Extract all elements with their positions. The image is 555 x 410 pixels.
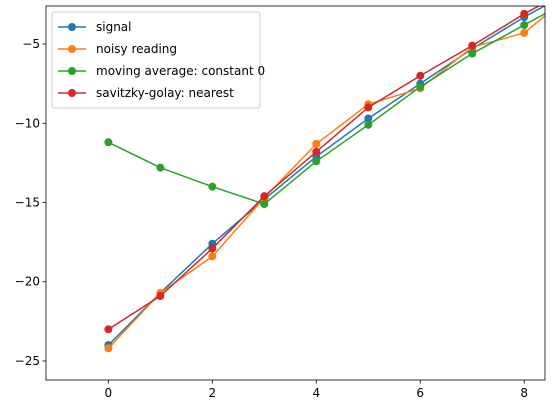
data-point (312, 140, 320, 148)
legend-marker (68, 89, 76, 97)
x-axis: 0 2 4 6 8 (105, 380, 528, 400)
data-point (312, 148, 320, 156)
y-tick-label: −15 (15, 196, 40, 210)
data-point (520, 10, 528, 18)
x-tick-label: 2 (209, 386, 217, 400)
data-point (312, 157, 320, 165)
data-point (520, 21, 528, 29)
legend-label: savitzky-golay: nearest (96, 86, 234, 100)
data-point (364, 121, 372, 129)
legend-label: signal (96, 20, 132, 34)
data-point (104, 344, 112, 352)
legend-marker (68, 45, 76, 53)
data-point (468, 42, 476, 50)
y-tick-label: −20 (15, 275, 40, 289)
data-point (416, 83, 424, 91)
data-point (104, 138, 112, 146)
x-tick-label: 8 (520, 386, 528, 400)
data-point (156, 164, 164, 172)
data-point (468, 50, 476, 58)
data-point (208, 252, 216, 260)
legend-label: moving average: constant 0 (96, 64, 265, 78)
legend-marker (68, 23, 76, 31)
legend: signal noisy reading moving average: const… (52, 12, 265, 108)
data-point (208, 244, 216, 252)
legend-marker (68, 67, 76, 75)
y-tick-label: −5 (22, 37, 40, 51)
y-tick-label: −25 (15, 354, 40, 368)
data-point (208, 183, 216, 191)
y-axis: −25 −20 −15 −10 −5 (15, 37, 46, 368)
data-point (260, 192, 268, 200)
x-tick-label: 0 (105, 386, 113, 400)
data-point (104, 325, 112, 333)
legend-label: noisy reading (96, 42, 177, 56)
data-point (520, 29, 528, 37)
data-point (416, 72, 424, 80)
data-point (364, 103, 372, 111)
data-point (156, 292, 164, 300)
x-tick-label: 4 (312, 386, 320, 400)
data-point (260, 200, 268, 208)
y-tick-label: −10 (15, 116, 40, 130)
x-tick-label: 6 (416, 386, 424, 400)
